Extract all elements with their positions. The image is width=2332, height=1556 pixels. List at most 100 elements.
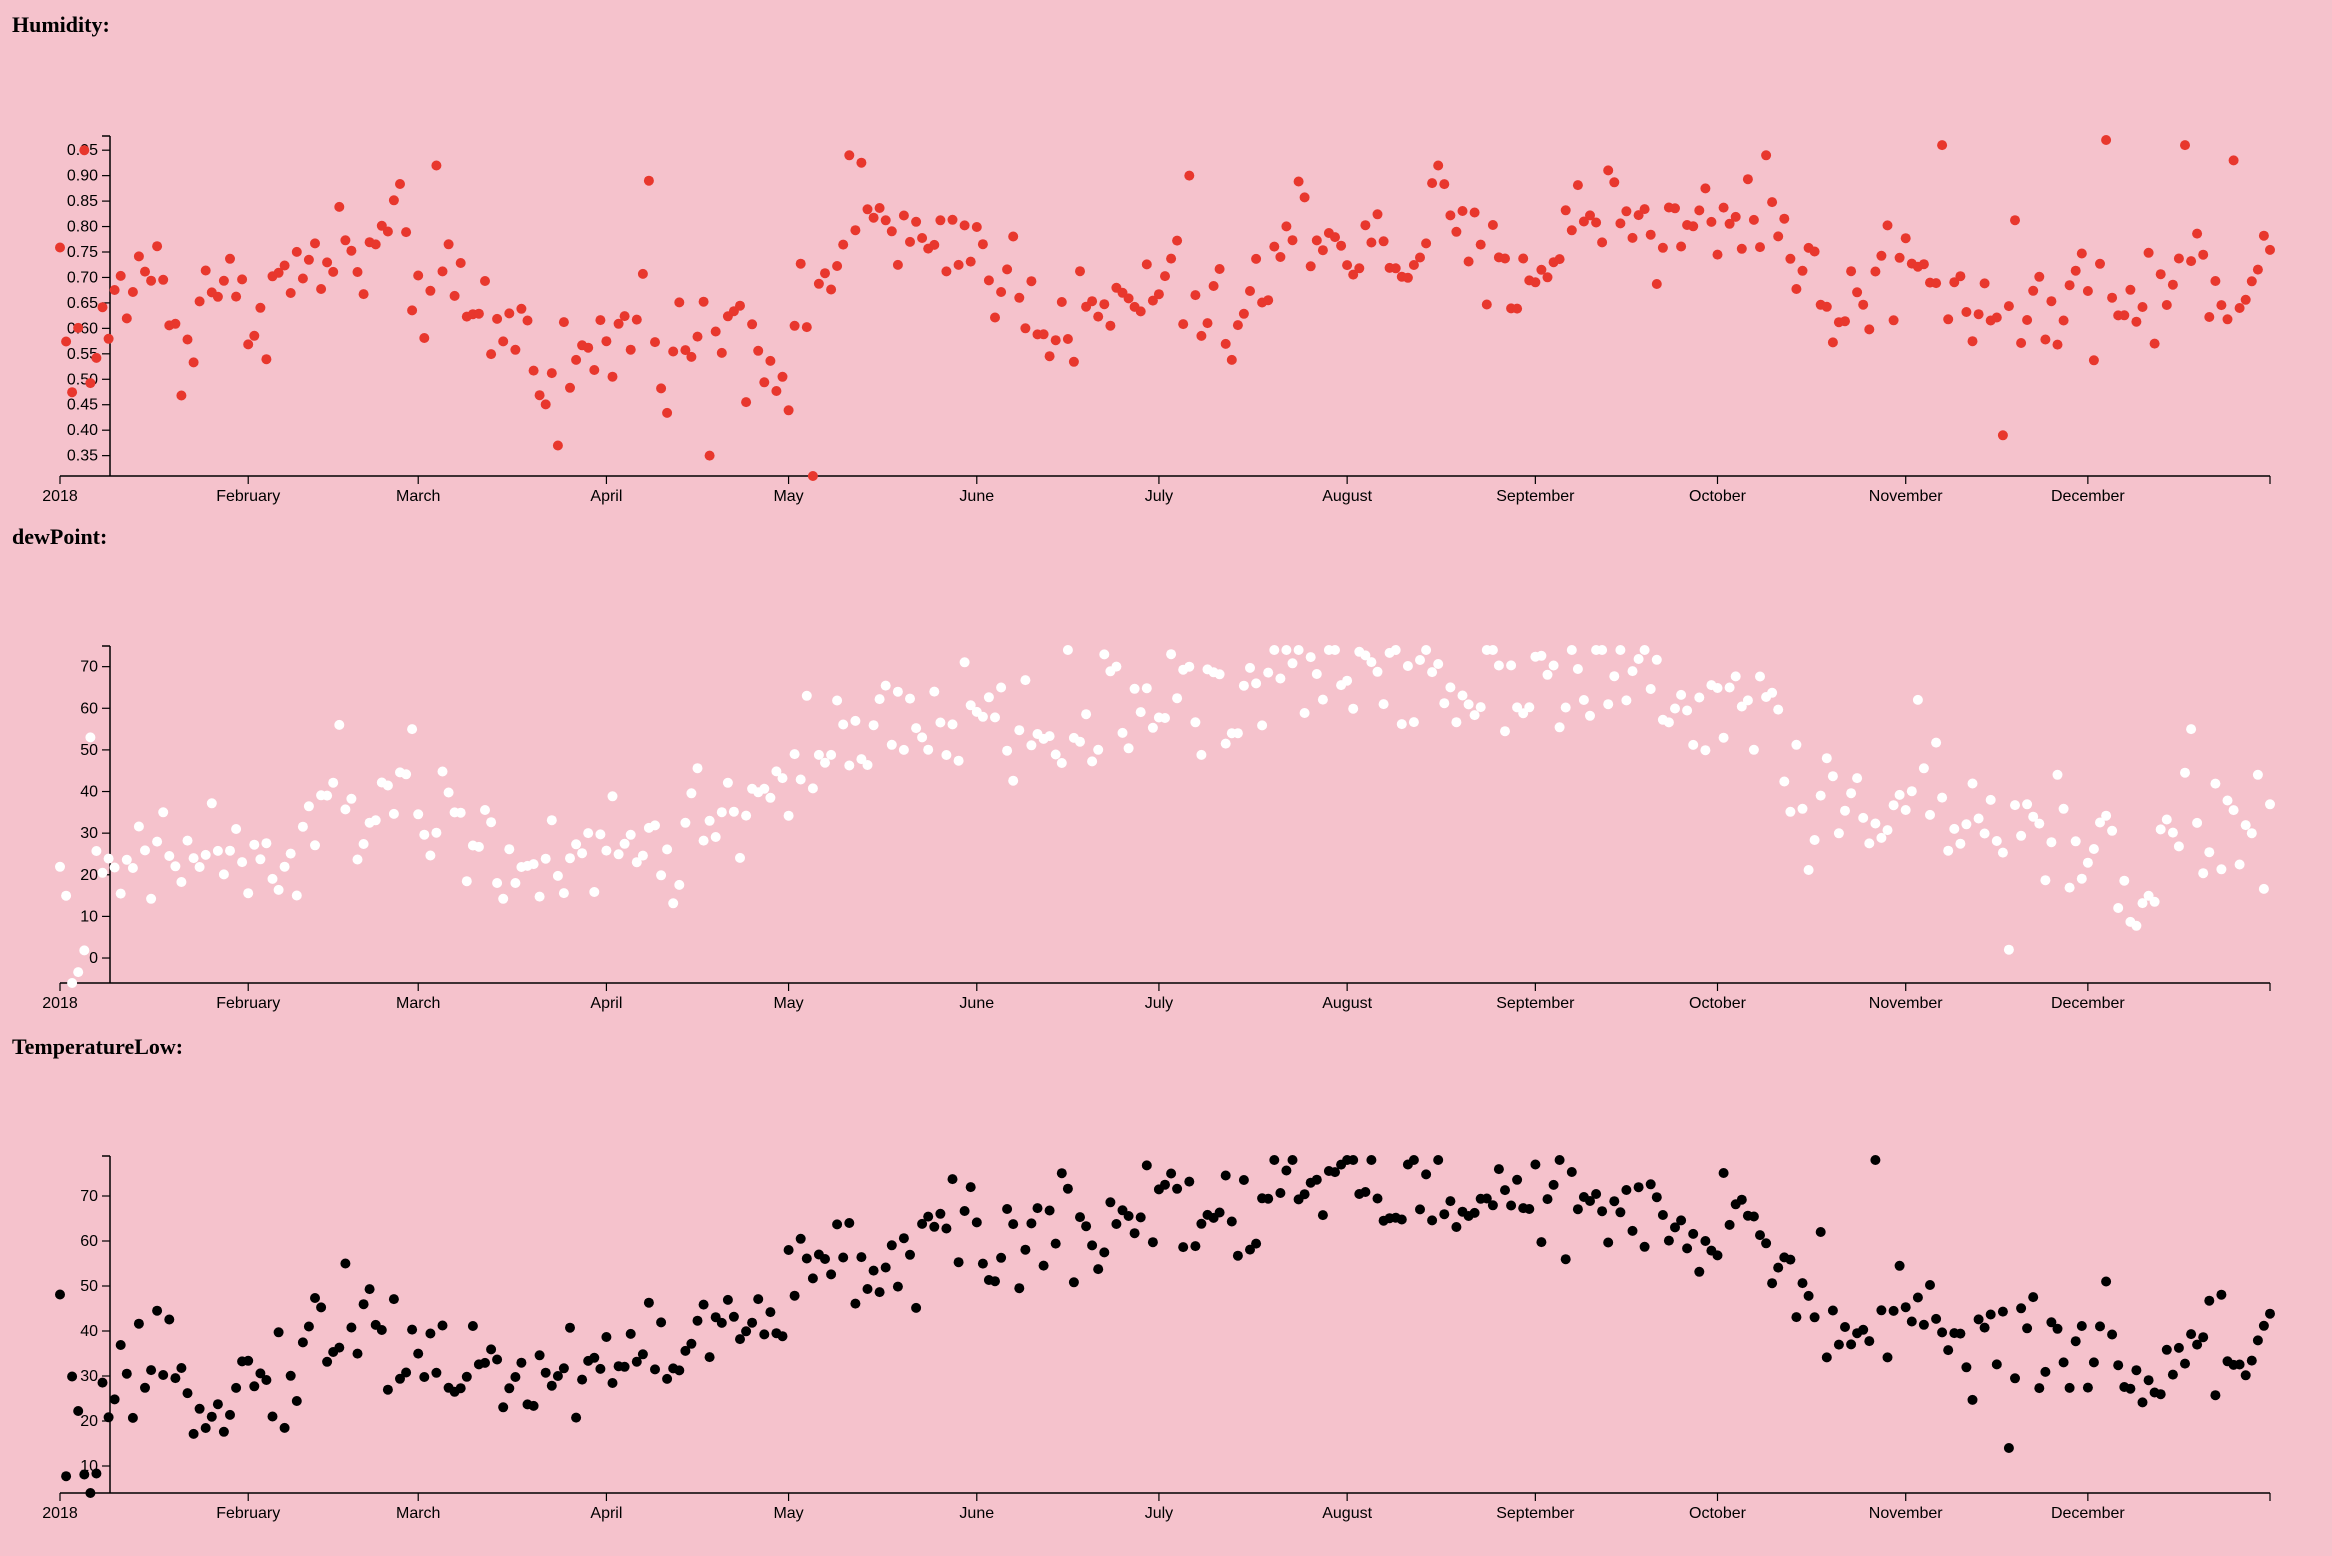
data-point: [91, 1468, 102, 1479]
data-point: [1858, 812, 1869, 823]
data-point: [67, 978, 78, 988]
temperaturelow-title: TemperatureLow:: [12, 1034, 184, 1059]
data-point: [643, 175, 654, 186]
data-point: [807, 1273, 818, 1284]
data-point: [2125, 1383, 2136, 1394]
data-point: [1676, 1215, 1687, 1226]
data-point: [2222, 795, 2233, 806]
data-point: [1330, 232, 1340, 243]
data-point: [595, 1363, 606, 1374]
data-point: [1761, 150, 1772, 161]
data-point: [61, 890, 72, 901]
data-point: [838, 239, 849, 250]
data-point: [425, 1328, 436, 1339]
data-point: [200, 1423, 211, 1433]
data-point: [2204, 847, 2215, 858]
data-point: [1293, 645, 1304, 655]
data-point: [121, 854, 132, 865]
data-point: [1075, 736, 1085, 747]
data-point: [376, 1325, 387, 1335]
dewpoint-title: dewPoint:: [12, 524, 108, 549]
data-point: [133, 821, 144, 832]
x-tick-label: February: [216, 488, 280, 505]
data-point: [716, 347, 727, 358]
data-point: [1700, 1236, 1711, 1246]
data-point: [1724, 682, 1735, 693]
data-point: [2082, 286, 2093, 296]
data-point: [316, 284, 327, 294]
data-point: [1487, 220, 1498, 230]
data-point: [917, 732, 928, 743]
data-point: [1439, 1209, 1450, 1220]
data-point: [2082, 857, 2093, 868]
data-point: [273, 1327, 284, 1338]
y-tick-label: 0.90: [67, 168, 98, 185]
data-point: [850, 715, 861, 726]
data-point: [807, 471, 818, 481]
data-point: [558, 317, 569, 328]
data-point: [285, 288, 296, 298]
data-point: [85, 732, 96, 743]
data-point: [1366, 657, 1377, 668]
data-point: [461, 1371, 472, 1382]
data-point: [1275, 673, 1286, 684]
data-point: [510, 1372, 521, 1382]
data-point: [115, 888, 126, 899]
data-point: [747, 1317, 758, 1328]
data-point: [2137, 1397, 2148, 1408]
data-point: [1609, 671, 1620, 682]
data-point: [1245, 286, 1255, 296]
data-point: [1906, 1316, 1917, 1327]
data-point: [1141, 1160, 1152, 1171]
data-point: [1008, 1219, 1019, 1230]
y-tick-label: 0: [89, 950, 98, 967]
data-point: [1220, 338, 1231, 349]
data-point: [182, 334, 193, 345]
data-point: [1372, 666, 1383, 677]
data-point: [656, 383, 667, 394]
data-point: [1044, 731, 1055, 742]
data-point: [2064, 1382, 2075, 1393]
data-point: [225, 253, 235, 264]
data-point: [231, 824, 242, 834]
data-point: [1591, 217, 1602, 228]
data-point: [1597, 237, 1608, 248]
data-point: [158, 274, 169, 285]
data-point: [1305, 652, 1316, 663]
data-point: [1226, 1216, 1237, 1227]
data-point: [1317, 245, 1328, 256]
data-point: [1099, 299, 1110, 310]
data-point: [2040, 334, 2051, 345]
data-point: [1166, 1168, 1177, 1179]
data-point: [2210, 778, 2221, 789]
data-point: [2258, 1320, 2269, 1331]
data-point: [2173, 253, 2184, 264]
data-point: [255, 854, 266, 865]
data-point: [170, 861, 181, 872]
data-point: [783, 1245, 794, 1255]
data-point: [923, 744, 934, 755]
data-point: [401, 227, 412, 238]
data-point: [1682, 705, 1693, 716]
data-point: [741, 810, 752, 821]
data-point: [1172, 235, 1183, 246]
data-point: [1360, 220, 1371, 231]
data-point: [97, 302, 108, 313]
data-point: [850, 1298, 861, 1309]
data-point: [1348, 703, 1359, 714]
data-point: [431, 827, 442, 838]
data-point: [1317, 1210, 1328, 1221]
data-point: [1645, 1179, 1656, 1190]
data-point: [322, 257, 333, 268]
data-point: [480, 805, 490, 815]
x-tick-label: March: [396, 1505, 440, 1522]
data-point: [2240, 820, 2251, 831]
data-point: [765, 792, 776, 803]
data-point: [146, 275, 157, 286]
data-point: [176, 390, 187, 401]
data-point: [1761, 1238, 1772, 1249]
data-point: [1918, 1319, 1929, 1330]
data-point: [2101, 810, 2112, 821]
data-point: [741, 1326, 752, 1337]
data-point: [1821, 1352, 1832, 1363]
